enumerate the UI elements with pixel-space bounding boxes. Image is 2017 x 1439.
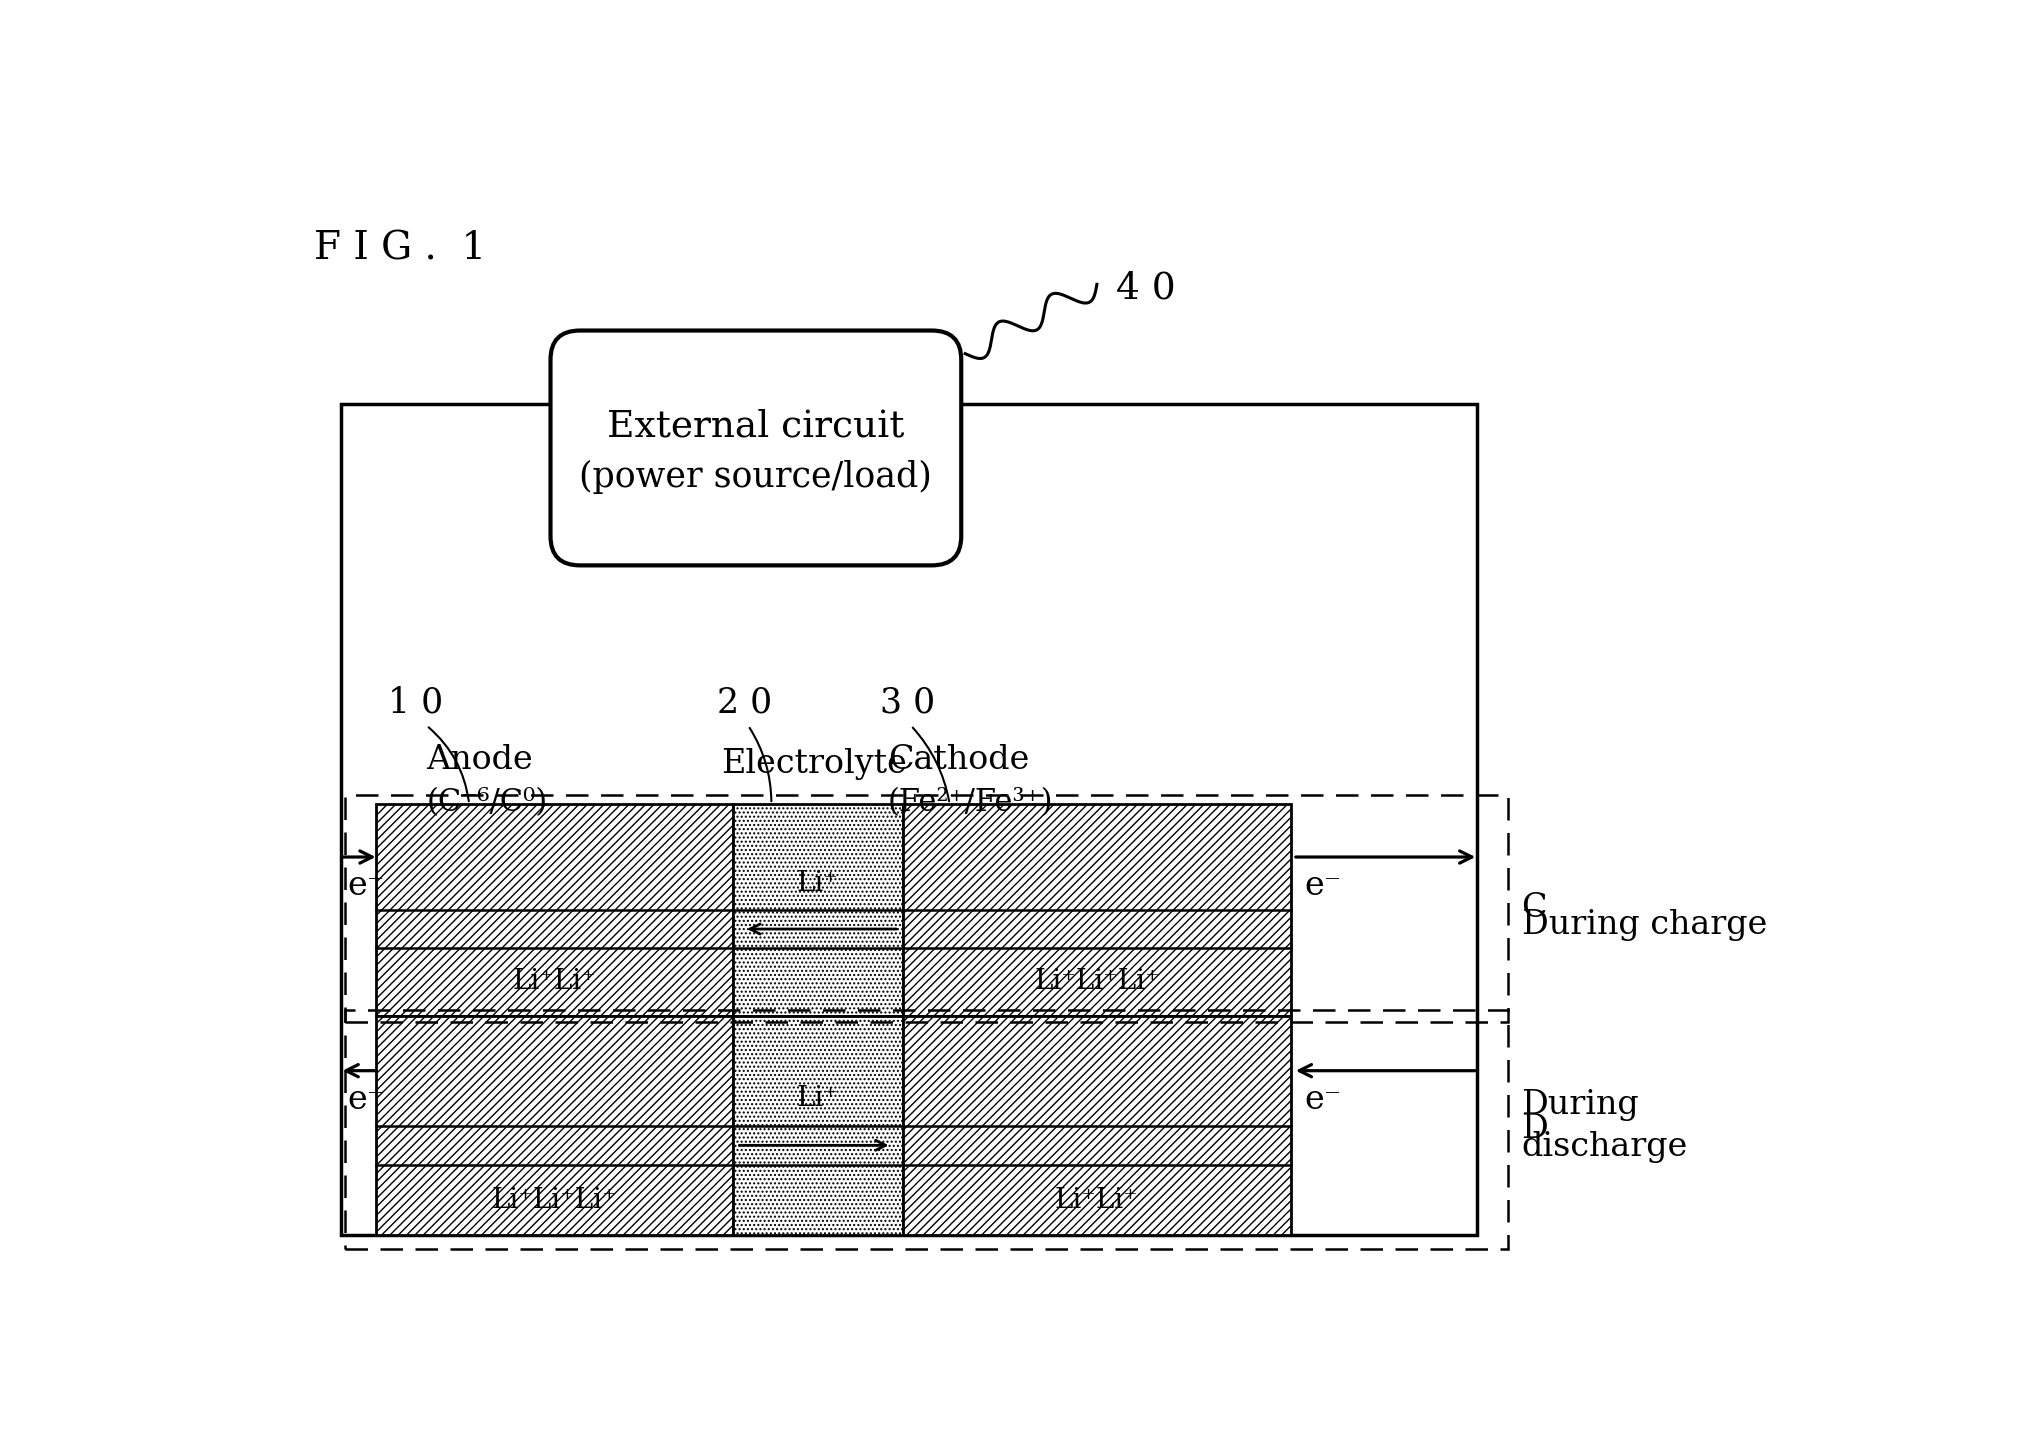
Text: e⁻: e⁻ <box>347 1084 385 1117</box>
Text: F I G .  1: F I G . 1 <box>315 230 486 268</box>
Bar <box>345 794 1507 1022</box>
Text: C: C <box>1521 892 1547 924</box>
FancyBboxPatch shape <box>551 331 962 566</box>
Text: Li⁺Li⁺Li⁺: Li⁺Li⁺Li⁺ <box>492 1187 617 1213</box>
Text: Electrolyte: Electrolyte <box>720 748 908 780</box>
Bar <box>732 804 904 1016</box>
Text: 1 0: 1 0 <box>387 685 444 720</box>
Text: Cathode: Cathode <box>887 744 1029 776</box>
Bar <box>345 1010 1507 1249</box>
Bar <box>904 1016 1291 1235</box>
Text: 3 0: 3 0 <box>879 685 936 720</box>
Text: 2 0: 2 0 <box>718 685 773 720</box>
Bar <box>375 1016 732 1235</box>
Text: Li⁺Li⁺: Li⁺Li⁺ <box>512 968 597 996</box>
Text: Li⁺Li⁺: Li⁺Li⁺ <box>1055 1187 1140 1213</box>
Text: During
discharge: During discharge <box>1521 1088 1688 1163</box>
Text: (Fe²⁺/Fe³⁺): (Fe²⁺/Fe³⁺) <box>887 787 1053 817</box>
Text: (power source/load): (power source/load) <box>579 460 932 494</box>
Text: Li⁺: Li⁺ <box>797 1085 839 1111</box>
Text: e⁻: e⁻ <box>1305 1084 1341 1117</box>
Text: D: D <box>1521 1114 1549 1145</box>
Bar <box>732 1016 904 1235</box>
Bar <box>375 804 732 1016</box>
Bar <box>341 404 1476 1235</box>
Text: During charge: During charge <box>1521 909 1767 941</box>
Text: 4 0: 4 0 <box>1115 271 1176 307</box>
Bar <box>904 804 1291 1016</box>
Text: Anode: Anode <box>426 744 532 776</box>
Text: e⁻: e⁻ <box>1305 871 1341 902</box>
Text: (C⁻⁶/C⁰): (C⁻⁶/C⁰) <box>426 787 549 817</box>
Text: Li⁺Li⁺Li⁺: Li⁺Li⁺Li⁺ <box>1035 968 1160 996</box>
Text: Li⁺: Li⁺ <box>797 871 839 896</box>
Text: External circuit: External circuit <box>607 409 904 445</box>
Text: e⁻: e⁻ <box>347 871 385 902</box>
